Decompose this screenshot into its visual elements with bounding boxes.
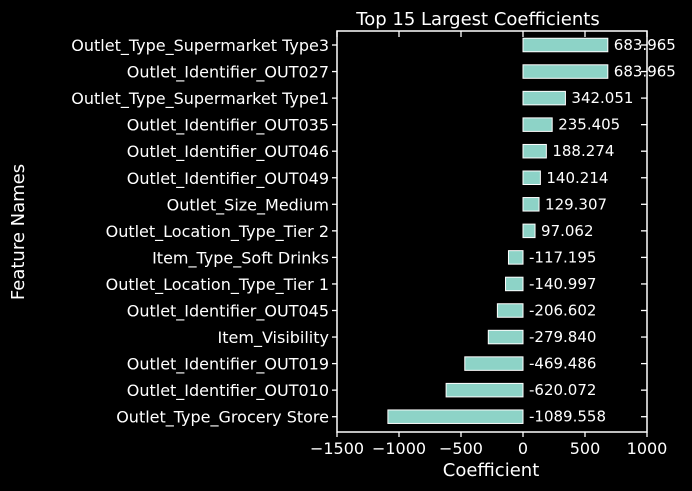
data-label: 188.274: [552, 142, 614, 160]
bar: [387, 409, 524, 424]
bar: [522, 37, 609, 53]
data-label: 235.405: [558, 116, 620, 134]
y-tick-label: Outlet_Type_Supermarket Type1: [71, 89, 329, 109]
chart-title: Top 15 Largest Coefficients: [355, 9, 599, 30]
y-tick-label: Outlet_Identifier_OUT019: [127, 355, 329, 375]
bar: [445, 382, 524, 398]
bar: [464, 356, 524, 371]
y-tick-label: Outlet_Location_Type_Tier 1: [106, 275, 329, 295]
bar: [522, 170, 541, 185]
bar: [522, 143, 547, 159]
y-tick-label: Item_Type_Soft Drinks: [152, 248, 329, 268]
bar: [522, 117, 553, 132]
data-label: -620.072: [529, 381, 596, 399]
data-label: 140.214: [546, 169, 608, 187]
y-tick-label: Outlet_Identifier_OUT045: [127, 302, 329, 322]
y-tick-label: Outlet_Identifier_OUT046: [127, 142, 329, 162]
y-tick-label: Item_Visibility: [218, 328, 329, 348]
y-tick-label: Outlet_Identifier_OUT035: [127, 116, 329, 136]
y-tick-label: Outlet_Identifier_OUT027: [127, 63, 329, 83]
x-tick-label: −1500: [310, 439, 364, 458]
x-tick-label: 1000: [627, 439, 668, 458]
y-tick-label: Outlet_Location_Type_Tier 2: [106, 222, 329, 242]
x-tick-label: 500: [570, 439, 601, 458]
data-label: 342.051: [571, 89, 633, 107]
bar: [496, 303, 524, 318]
x-tick-label: −1000: [372, 439, 426, 458]
data-label: -140.997: [529, 275, 596, 293]
x-tick-layer: −1500 −1000 −500 0 500 1000: [310, 31, 667, 458]
bar: [522, 197, 540, 212]
y-axis-label: Feature Names: [8, 164, 29, 300]
plot-area-frame: [336, 30, 648, 433]
x-axis-label: Coefficient: [443, 460, 540, 481]
bar: [507, 250, 524, 265]
bars-layer: [387, 37, 609, 424]
data-label: -206.602: [529, 302, 596, 320]
bar: [522, 90, 566, 106]
y-tick-label: Outlet_Type_Grocery Store: [116, 408, 329, 428]
y-tick-label: Outlet_Identifier_OUT010: [127, 381, 329, 401]
x-tick-label: 0: [518, 439, 528, 458]
data-label: 97.062: [541, 222, 594, 240]
value-labels-layer: 683.965683.965342.051235.405188.274140.2…: [529, 36, 676, 426]
data-label: -279.840: [529, 328, 596, 346]
y-tick-label: Outlet_Size_Medium: [167, 195, 329, 215]
bar: [522, 64, 609, 79]
bar: [522, 223, 536, 239]
data-label: -469.486: [529, 355, 596, 373]
bar: [487, 329, 524, 345]
y-tick-label: Outlet_Identifier_OUT049: [127, 169, 329, 189]
bar: [505, 276, 524, 292]
y-tick-label: Outlet_Type_Supermarket Type3: [71, 36, 329, 56]
y-tick-layer: Outlet_Type_Supermarket Type3 Outlet_Iden…: [71, 36, 647, 428]
data-label: -1089.558: [529, 408, 606, 426]
data-label: 129.307: [545, 195, 607, 213]
data-label: -117.195: [529, 248, 596, 266]
x-tick-label: −500: [439, 439, 483, 458]
